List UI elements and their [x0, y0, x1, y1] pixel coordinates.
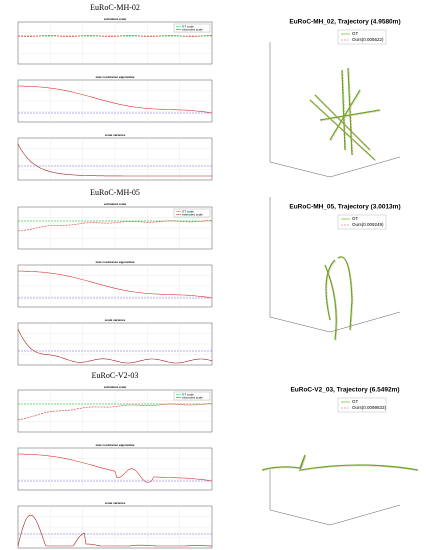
panel-title: scale variance [105, 501, 126, 505]
legend-label: estimated scale [182, 27, 203, 31]
eig-curve [17, 270, 213, 299]
legend-label: estimated scale [182, 212, 203, 216]
section-title: EuRoC-MH-05 [90, 188, 140, 197]
trajectory-title: EuRoC-MH_05, Trajectory (3.0013m) [289, 204, 400, 211]
panel-title: scale variance [105, 133, 126, 137]
legend-box [337, 397, 387, 413]
panel-title: max covariance eigenvalue [96, 443, 135, 447]
section-title: EuRoC-MH-02 [90, 3, 140, 12]
var-curve [17, 514, 213, 547]
legend-box [173, 391, 211, 401]
trajectory-title: EuRoC-V2_03, Trajectory (6.5492m) [290, 387, 399, 394]
trajectory-gt [324, 256, 353, 341]
legend-label: GT scale [182, 24, 194, 28]
legend-label: GT [352, 399, 359, 404]
est-curve [17, 35, 212, 37]
panel-title: max covariance eigenvalue [96, 75, 135, 79]
axes-3d [269, 42, 401, 178]
legend-box [173, 208, 211, 218]
trajectory-gt [309, 67, 381, 161]
panel-title: scale variance [105, 318, 126, 322]
panel-title: estimated scale [104, 202, 127, 206]
axes-3d [269, 197, 401, 333]
est-curve [17, 403, 212, 421]
est-curve [17, 220, 212, 232]
var-curve [17, 143, 212, 177]
legend-box [337, 29, 387, 45]
trajectory-ours [262, 455, 420, 472]
panel-title: estimated scale [104, 385, 127, 389]
legend-label: GT scale [182, 209, 194, 213]
trajectory-title: EuRoC-MH_02, Trajectory (4.9580m) [289, 19, 400, 26]
legend-label: Ours(0.009249) [352, 222, 384, 227]
panel-title: max covariance eigenvalue [96, 260, 135, 264]
trajectory-gt [261, 454, 419, 471]
eig-curve [17, 453, 213, 483]
trajectory-ours [310, 68, 382, 162]
var-curve [17, 328, 213, 364]
legend-box [337, 214, 387, 230]
section-title: EuRoC-V2-03 [92, 371, 139, 380]
legend-box [173, 23, 211, 33]
legend-label: GT [352, 216, 359, 221]
legend-label: GT scale [182, 392, 194, 396]
legend-label: GT [352, 31, 359, 36]
legend-label: Ours(0.005622) [352, 37, 384, 42]
legend-label: Ours(0.0099833) [352, 405, 387, 410]
eig-curve [17, 85, 213, 114]
legend-label: estimated scale [182, 395, 203, 399]
axes-3d [269, 470, 401, 526]
panel-title: estimated scale [104, 17, 127, 21]
trajectory-ours [325, 257, 354, 342]
